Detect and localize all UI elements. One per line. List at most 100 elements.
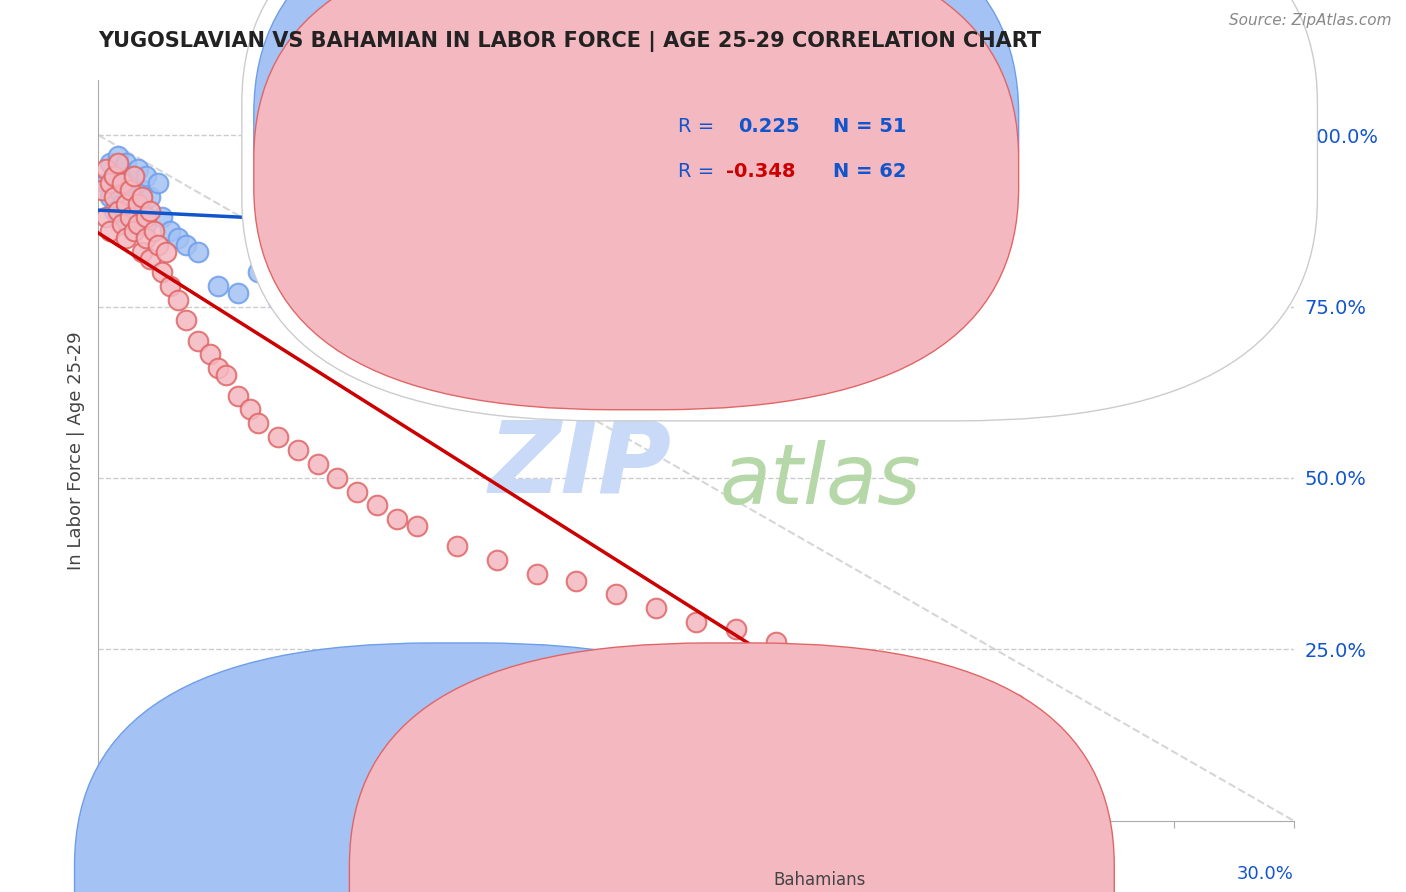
Point bbox=[804, 231, 827, 245]
Point bbox=[765, 635, 787, 649]
Point bbox=[724, 217, 747, 231]
Point bbox=[267, 430, 290, 444]
Text: atlas: atlas bbox=[720, 440, 921, 521]
Point bbox=[215, 368, 238, 382]
Text: N = 51: N = 51 bbox=[834, 118, 907, 136]
Point bbox=[98, 155, 122, 169]
Point bbox=[148, 237, 170, 252]
Point bbox=[135, 217, 157, 231]
Point bbox=[127, 196, 149, 211]
Point bbox=[526, 566, 548, 581]
Point bbox=[226, 285, 249, 300]
Point bbox=[159, 224, 181, 238]
Y-axis label: In Labor Force | Age 25-29: In Labor Force | Age 25-29 bbox=[66, 331, 84, 570]
Point bbox=[127, 217, 149, 231]
Point bbox=[96, 211, 118, 225]
Point bbox=[155, 244, 177, 259]
Text: Yugoslavians: Yugoslavians bbox=[499, 871, 606, 888]
Text: -0.348: -0.348 bbox=[725, 161, 796, 181]
Point bbox=[115, 196, 138, 211]
Point bbox=[605, 237, 627, 252]
Point bbox=[485, 553, 508, 567]
Point bbox=[844, 656, 866, 670]
Point bbox=[207, 361, 229, 376]
Point bbox=[103, 203, 125, 218]
Point bbox=[187, 334, 209, 348]
Text: YUGOSLAVIAN VS BAHAMIAN IN LABOR FORCE | AGE 25-29 CORRELATION CHART: YUGOSLAVIAN VS BAHAMIAN IN LABOR FORCE |… bbox=[98, 31, 1042, 53]
Point bbox=[131, 183, 153, 197]
Point bbox=[1083, 244, 1105, 259]
Point bbox=[115, 217, 138, 231]
Point bbox=[111, 217, 134, 231]
Point bbox=[127, 196, 149, 211]
Point bbox=[115, 155, 138, 169]
Point bbox=[326, 259, 349, 273]
Point bbox=[406, 259, 429, 273]
Point bbox=[174, 313, 197, 327]
Point bbox=[239, 402, 262, 417]
Point bbox=[198, 347, 221, 361]
Text: R =: R = bbox=[678, 118, 720, 136]
Point bbox=[124, 169, 146, 184]
Point bbox=[148, 176, 170, 190]
Point bbox=[107, 211, 129, 225]
Point bbox=[287, 244, 309, 259]
Point bbox=[111, 162, 134, 177]
Point bbox=[645, 601, 668, 615]
Point bbox=[724, 622, 747, 636]
Point bbox=[98, 190, 122, 204]
Point bbox=[406, 519, 429, 533]
Point bbox=[107, 155, 129, 169]
Point bbox=[98, 224, 122, 238]
FancyBboxPatch shape bbox=[350, 643, 1115, 892]
Text: Source: ZipAtlas.com: Source: ZipAtlas.com bbox=[1229, 13, 1392, 29]
Point bbox=[124, 176, 146, 190]
Point bbox=[207, 279, 229, 293]
Point bbox=[1004, 697, 1026, 711]
Point bbox=[131, 244, 153, 259]
Point bbox=[96, 176, 118, 190]
Point bbox=[107, 183, 129, 197]
Point bbox=[139, 190, 162, 204]
Point bbox=[645, 203, 668, 218]
Text: 0.225: 0.225 bbox=[738, 118, 800, 136]
Point bbox=[804, 649, 827, 664]
Point bbox=[226, 389, 249, 403]
Point bbox=[127, 162, 149, 177]
Point bbox=[287, 443, 309, 458]
Text: 0.0%: 0.0% bbox=[98, 865, 143, 883]
Point bbox=[605, 587, 627, 601]
Point bbox=[91, 183, 114, 197]
Point bbox=[385, 512, 409, 526]
Point bbox=[366, 272, 388, 286]
Point bbox=[485, 231, 508, 245]
Point bbox=[685, 211, 707, 225]
Point bbox=[446, 244, 468, 259]
Point bbox=[103, 169, 125, 184]
FancyBboxPatch shape bbox=[254, 0, 1018, 366]
Point bbox=[685, 615, 707, 629]
Point bbox=[124, 211, 146, 225]
Point bbox=[884, 670, 907, 684]
Point bbox=[267, 293, 290, 307]
Point bbox=[143, 224, 166, 238]
Point bbox=[115, 231, 138, 245]
Point bbox=[139, 203, 162, 218]
FancyBboxPatch shape bbox=[75, 643, 839, 892]
Point bbox=[111, 176, 134, 190]
Point bbox=[115, 176, 138, 190]
Point bbox=[246, 265, 269, 279]
Point bbox=[366, 498, 388, 512]
Text: N = 62: N = 62 bbox=[834, 161, 907, 181]
Point bbox=[135, 211, 157, 225]
Text: Bahamians: Bahamians bbox=[773, 871, 866, 888]
Point bbox=[131, 203, 153, 218]
Point bbox=[120, 169, 142, 184]
Point bbox=[96, 162, 118, 177]
Point bbox=[159, 279, 181, 293]
Point bbox=[120, 183, 142, 197]
Point bbox=[167, 293, 190, 307]
Point bbox=[120, 211, 142, 225]
Text: R =: R = bbox=[678, 161, 720, 181]
Point bbox=[526, 224, 548, 238]
